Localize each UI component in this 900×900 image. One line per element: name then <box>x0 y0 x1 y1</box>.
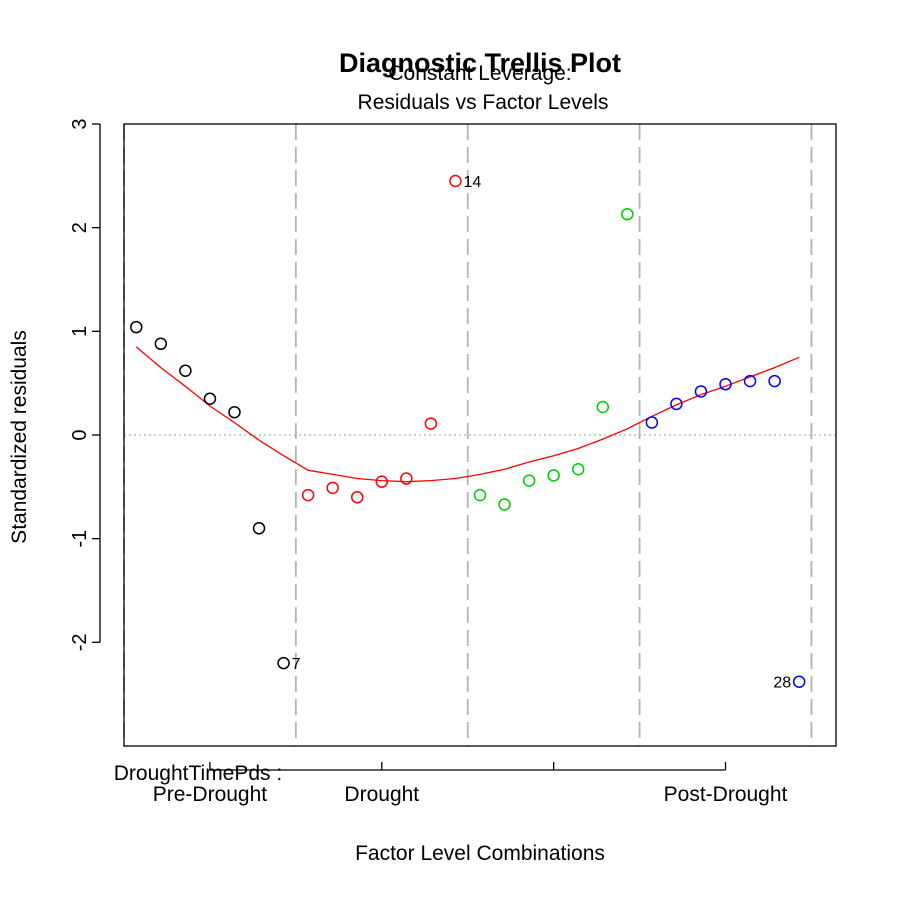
data-point <box>473 488 487 502</box>
y-tick-label: 0 <box>69 429 91 440</box>
chart-subtitle-line1: Constant Leverage: <box>388 62 571 85</box>
x-category-label: Pre-Drought <box>153 783 268 806</box>
group-boundary-lines <box>123 124 813 746</box>
data-point <box>326 481 339 495</box>
x-category-label: Drought <box>344 783 419 806</box>
point-annotations: 7 14 28 <box>292 174 792 692</box>
data-point <box>350 490 364 504</box>
data-point <box>179 364 192 377</box>
data-point <box>252 522 266 535</box>
x-axis-label: Factor Level Combinations <box>355 842 605 865</box>
data-point <box>768 374 781 388</box>
data-point <box>228 405 241 419</box>
data-point <box>547 469 560 482</box>
data-point <box>596 400 610 414</box>
data-point <box>375 475 389 488</box>
data-points <box>130 174 806 688</box>
x-axis: Pre-Drought Drought Post-Drought <box>153 762 788 806</box>
y-tick-label: -1 <box>69 530 91 548</box>
data-point <box>621 207 634 221</box>
data-point <box>743 374 757 388</box>
plot-frame <box>123 123 837 747</box>
data-point <box>301 488 315 502</box>
data-point <box>130 320 143 334</box>
data-point <box>522 474 536 487</box>
point-annotation-label: 14 <box>463 174 481 191</box>
factor-label: DroughtTimePds : <box>114 762 282 785</box>
data-point <box>424 417 438 430</box>
data-point <box>719 377 732 391</box>
data-point <box>792 675 806 688</box>
data-point <box>154 337 168 351</box>
data-point <box>498 498 511 511</box>
data-point <box>645 416 659 429</box>
chart-subtitle-line2: Residuals vs Factor Levels <box>358 91 609 114</box>
data-point <box>400 472 413 485</box>
y-tick-label: -2 <box>69 633 91 651</box>
y-tick-label: 1 <box>69 326 91 337</box>
y-axis-label: Standardized residuals <box>8 330 31 544</box>
x-category-label: Post-Drought <box>664 783 788 806</box>
data-point <box>694 385 708 398</box>
y-tick-label: 3 <box>69 118 91 129</box>
data-point <box>277 656 290 670</box>
point-annotation-label: 7 <box>292 656 301 673</box>
data-point <box>571 462 585 476</box>
data-point <box>449 174 462 188</box>
data-point <box>203 392 217 405</box>
data-point <box>670 397 683 411</box>
y-tick-label: 2 <box>69 222 91 233</box>
y-axis: -2 -1 0 1 2 3 <box>69 118 101 651</box>
chart-title: Diagnostic Trellis Plot <box>339 48 621 78</box>
point-annotation-label: 28 <box>773 675 791 692</box>
smooth-trend-line <box>135 346 800 483</box>
